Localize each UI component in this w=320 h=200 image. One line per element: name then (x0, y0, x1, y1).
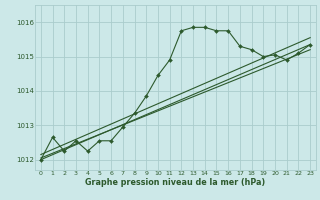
X-axis label: Graphe pression niveau de la mer (hPa): Graphe pression niveau de la mer (hPa) (85, 178, 266, 187)
